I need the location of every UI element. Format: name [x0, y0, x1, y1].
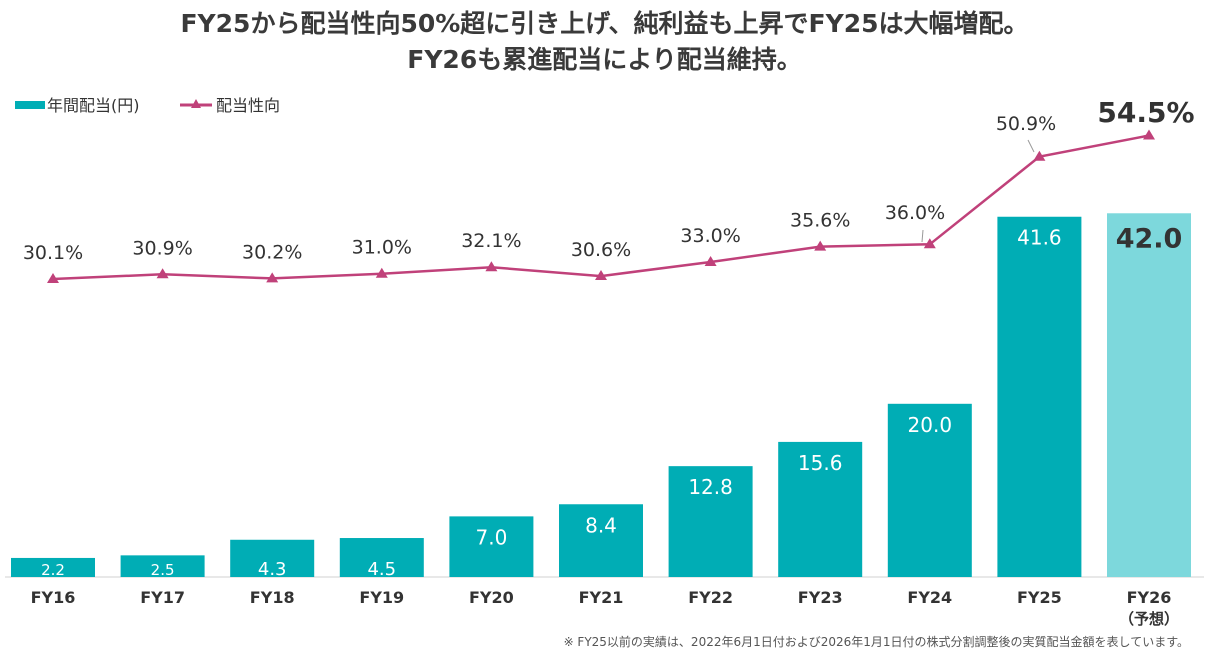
payout-ratio-label: 31.0% [352, 237, 412, 259]
bar-value-label: 20.0 [908, 413, 953, 437]
title-line-2: FY26も累進配当により配当維持。 [407, 45, 802, 74]
payout-ratio-label: 30.6% [571, 239, 631, 261]
bar-value-label: 15.6 [798, 451, 843, 475]
x-tick-label: FY26 [1127, 588, 1172, 607]
bar-value-label: 41.6 [1017, 226, 1062, 250]
x-tick-label: FY21 [579, 588, 624, 607]
bar-fy23 [778, 441, 863, 577]
legend-bar-label: 年間配当(円) [47, 96, 140, 115]
bar-value-label: 12.8 [688, 475, 733, 499]
payout-ratio-marker [1033, 150, 1046, 161]
footnote: ※ FY25以前の実績は、2022年6月1日付および2026年1月1日付の株式分… [563, 635, 1189, 649]
x-tick-label: FY18 [250, 588, 295, 607]
x-tick-label: FY25 [1017, 588, 1062, 607]
bar-fy17 [120, 555, 205, 577]
payout-ratio-marker [704, 255, 717, 266]
payout-ratio-marker [47, 273, 59, 283]
bar-fy20 [449, 516, 534, 577]
x-tick-label: FY17 [140, 588, 185, 607]
label-leader-line [921, 229, 924, 243]
x-tick-label: FY22 [688, 588, 733, 607]
bar-fy26 [1107, 213, 1191, 577]
payout-ratio-marker [375, 267, 388, 278]
chart-title: FY25から配当性向50%超に引き上げ、純利益も上昇でFY25は大幅増配。 FY… [0, 6, 1209, 78]
bar-fy25 [997, 216, 1082, 577]
bar-value-label: 2.2 [41, 561, 65, 579]
bar-value-label: 4.3 [258, 559, 287, 580]
payout-ratio-label: 35.6% [790, 210, 850, 232]
payout-ratio-label: 30.1% [23, 242, 83, 264]
bar-value-label: 4.5 [367, 559, 396, 580]
bar-fy19 [339, 538, 424, 577]
payout-ratio-label: 54.5% [1097, 96, 1194, 129]
bar-value-label: 42.0 [1116, 223, 1183, 254]
x-tick-label: FY16 [31, 588, 76, 607]
x-tick-sublabel: （予想） [1119, 610, 1179, 628]
label-leader-line [1027, 139, 1035, 153]
payout-ratio-marker [156, 268, 169, 279]
payout-ratio-marker [485, 261, 498, 272]
payout-ratio-marker [814, 240, 827, 251]
bar-fy22 [668, 466, 753, 577]
payout-ratio-marker [1143, 129, 1155, 140]
payout-ratio-label: 50.9% [996, 113, 1056, 135]
title-line-1: FY25から配当性向50%超に引き上げ、純利益も上昇でFY25は大幅増配。 [180, 9, 1029, 38]
legend-bar-swatch [15, 101, 45, 109]
payout-ratio-label: 30.9% [132, 237, 192, 259]
bar-value-label: 8.4 [585, 513, 617, 537]
payout-ratio-marker [595, 270, 607, 281]
x-tick-label: FY23 [798, 588, 843, 607]
payout-ratio-label: 36.0% [885, 202, 945, 224]
payout-ratio-label: 33.0% [680, 225, 740, 247]
legend-line-marker [191, 99, 201, 108]
legend: 年間配当(円) 配当性向 [15, 96, 280, 115]
bar-fy18 [230, 539, 315, 577]
payout-ratio-marker [923, 238, 936, 249]
bar-fy21 [559, 504, 643, 577]
bar-fy24 [887, 403, 972, 577]
x-tick-label: FY19 [359, 588, 404, 607]
bar-fy16 [11, 557, 95, 577]
bar-value-label: 2.5 [151, 561, 175, 579]
payout-ratio-marker [266, 272, 279, 283]
bar-value-label: 7.0 [475, 525, 507, 549]
payout-ratio-label: 32.1% [461, 230, 521, 252]
legend-line-label: 配当性向 [216, 96, 280, 115]
payout-ratio-label: 30.2% [242, 241, 302, 263]
x-tick-label: FY20 [469, 588, 514, 607]
x-tick-label: FY24 [907, 588, 952, 607]
